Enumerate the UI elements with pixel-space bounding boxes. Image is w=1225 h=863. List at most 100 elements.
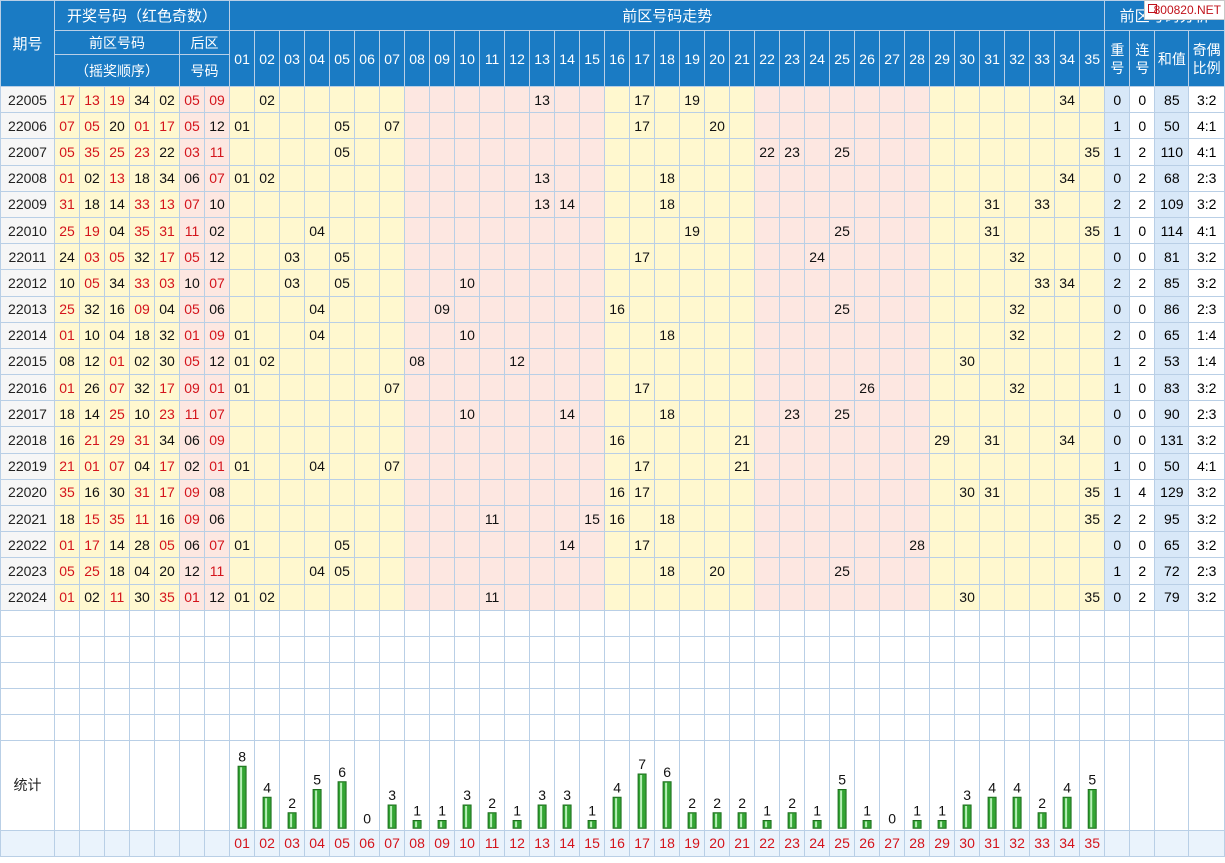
blank-cell	[229, 609, 256, 637]
trend-cell	[629, 400, 656, 428]
consec-header-a: 连	[1135, 41, 1150, 58]
trend-cell	[704, 190, 731, 218]
trend-cell	[429, 504, 456, 533]
trend-hit-31: 31	[979, 426, 1006, 454]
trend-cell	[454, 426, 481, 454]
trend-cell	[629, 164, 656, 192]
blank-cell	[454, 635, 481, 663]
trend-cell	[604, 347, 631, 376]
blank-cell	[0, 687, 56, 715]
front-number: 05	[154, 531, 181, 559]
blank-cell	[829, 635, 856, 663]
back-number: 07	[204, 269, 231, 297]
trend-cell	[229, 138, 256, 166]
trend-cell	[429, 478, 456, 507]
trend-cell	[429, 321, 456, 349]
trend-cell	[504, 400, 531, 428]
repeat-cell: 2	[1104, 269, 1131, 297]
blank-cell	[279, 635, 306, 663]
trend-cell	[254, 190, 281, 218]
trend-cell	[604, 557, 631, 585]
trend-cell	[1029, 504, 1056, 533]
trend-cell	[904, 583, 931, 611]
front-number: 23	[129, 138, 156, 166]
trend-hit-12: 12	[504, 347, 531, 376]
trend-cell	[1004, 531, 1031, 559]
front-number: 16	[154, 504, 181, 533]
blank-cell	[229, 661, 256, 689]
back-number: 09	[179, 478, 206, 507]
blank-cell	[1029, 635, 1056, 663]
trend-cell	[754, 295, 781, 323]
sum-cell: 114	[1154, 216, 1190, 245]
trend-cell	[704, 216, 731, 245]
stat-cell	[604, 739, 631, 831]
period-cell: 22008	[0, 164, 56, 192]
blank-cell	[429, 713, 456, 741]
blank-cell	[479, 713, 506, 741]
trend-cell	[279, 295, 306, 323]
stat-cell	[754, 739, 781, 831]
trend-cell	[729, 138, 756, 166]
consec-cell: 2	[1129, 504, 1156, 533]
period-cell: 22018	[0, 426, 56, 454]
consec-cell: 0	[1129, 531, 1156, 559]
trend-cell	[1054, 478, 1081, 507]
trend-cell	[354, 295, 381, 323]
trend-hit-16: 16	[604, 478, 631, 507]
repeat-cell: 0	[1104, 426, 1131, 454]
trend-cell	[679, 374, 706, 402]
stat-cell	[279, 739, 306, 831]
trend-hit-04: 04	[304, 321, 331, 349]
trend-cell	[754, 321, 781, 349]
trend-cell	[1054, 138, 1081, 166]
trend-hit-10: 10	[454, 269, 481, 297]
stat-cell	[704, 739, 731, 831]
trend-cell	[454, 347, 481, 376]
blank-cell	[179, 661, 206, 689]
trend-cell	[954, 557, 981, 585]
trend-cell	[679, 347, 706, 376]
trend-hit-01: 01	[229, 374, 256, 402]
trend-cell	[679, 478, 706, 507]
blank-cell	[0, 829, 56, 857]
blank-cell	[479, 687, 506, 715]
consec-cell: 2	[1129, 164, 1156, 192]
ratio-cell: 3:2	[1188, 504, 1225, 533]
trend-cell	[379, 426, 406, 454]
repeat-header: 重号	[1104, 30, 1131, 87]
trend-cell	[429, 531, 456, 559]
trend-cell	[754, 85, 781, 114]
consec-cell: 2	[1129, 190, 1156, 218]
blank-cell	[79, 713, 106, 741]
trend-cell	[1004, 478, 1031, 507]
trend-cell	[479, 190, 506, 218]
blank-cell	[104, 687, 131, 715]
trend-cell	[1004, 504, 1031, 533]
blank-cell	[904, 661, 931, 689]
trend-cell	[754, 164, 781, 192]
trend-cell	[829, 269, 856, 297]
trend-cell	[404, 85, 431, 114]
trend-cell	[779, 216, 806, 245]
table-row: 22013 25 32 16 09 04 05 06 04 09 16 25 32 0 0 86 2:3	[0, 295, 1225, 323]
trend-cell	[454, 85, 481, 114]
front-number: 20	[104, 112, 131, 140]
trend-cell	[254, 216, 281, 245]
trend-hit-07: 07	[379, 112, 406, 140]
trend-cell	[1029, 295, 1056, 323]
trend-cell	[254, 452, 281, 480]
trend-cell	[904, 112, 931, 140]
stat-cell	[204, 739, 231, 831]
trend-hit-17: 17	[629, 478, 656, 507]
blank-cell	[204, 635, 231, 663]
trend-col-27: 27	[879, 30, 906, 87]
trend-cell	[804, 426, 831, 454]
blank-cell	[354, 635, 381, 663]
back-number: 06	[204, 295, 231, 323]
blank-cell	[804, 635, 831, 663]
trend-cell	[454, 295, 481, 323]
blank-cell	[804, 713, 831, 741]
trend-cell	[704, 531, 731, 559]
stat-cell	[729, 739, 756, 831]
